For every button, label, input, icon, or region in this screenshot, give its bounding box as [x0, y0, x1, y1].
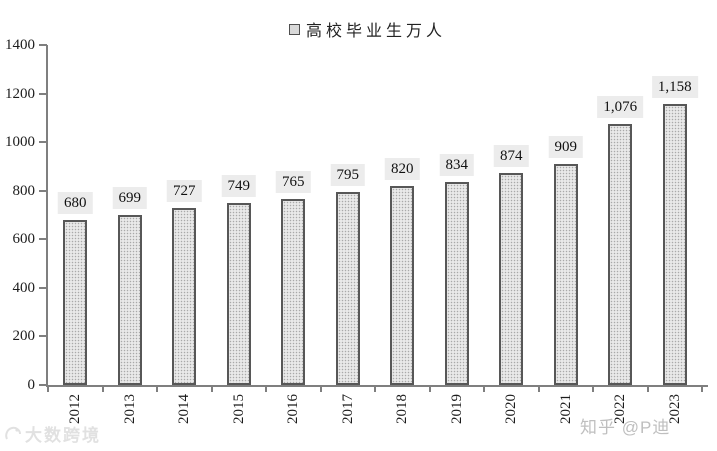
bar-2013 [117, 215, 142, 385]
x-tick [483, 387, 485, 392]
x-axis-label: 2019 [448, 394, 465, 424]
watermark-logo-icon [5, 426, 21, 439]
x-tick [156, 387, 158, 392]
chart-legend: 高校毕业生万人 [289, 17, 446, 41]
bar-value-label: 909 [548, 136, 583, 159]
x-axis-label: 2016 [285, 394, 302, 424]
y-tick [39, 92, 47, 95]
y-axis-label: 1200 [5, 85, 35, 102]
y-axis-line [46, 45, 48, 387]
bar-2015 [226, 203, 251, 385]
bar-value-label: 1,158 [651, 75, 698, 98]
x-tick [374, 387, 376, 392]
x-axis-label: 2015 [230, 394, 247, 424]
bar-2023 [662, 103, 687, 385]
x-tick [265, 387, 267, 392]
y-axis-label: 400 [12, 279, 36, 296]
x-tick [592, 387, 594, 392]
y-axis-label: 200 [12, 328, 36, 345]
x-axis-line [46, 385, 708, 387]
x-axis-label: 2014 [176, 394, 193, 424]
x-tick [319, 387, 322, 392]
bar-2019 [444, 182, 469, 385]
watermark-left-text: 大数跨境 [25, 426, 101, 445]
y-tick [39, 44, 47, 46]
bar-value-label: 699 [112, 187, 147, 210]
bar-value-label: 820 [385, 157, 420, 180]
bar-value-label: 765 [276, 171, 311, 194]
x-axis-label: 2017 [339, 394, 356, 424]
y-axis-label: 800 [12, 182, 36, 199]
bar-value-label: 874 [494, 144, 529, 167]
x-tick [47, 387, 49, 392]
bar-2014 [172, 208, 197, 385]
legend-label: 高校毕业生万人 [306, 23, 447, 40]
y-tick [39, 189, 47, 192]
bar-2012 [63, 219, 88, 385]
watermark-right-text: 知乎 @P迪 [580, 418, 671, 437]
y-tick [39, 384, 47, 386]
y-tick [39, 238, 47, 241]
bar-value-label: 749 [221, 175, 256, 198]
y-tick [39, 335, 47, 338]
x-tick [701, 387, 703, 392]
bar-value-label: 1,076 [597, 95, 644, 118]
x-tick [646, 387, 649, 392]
y-axis-label: 0 [27, 377, 36, 393]
y-axis-label: 1000 [5, 134, 35, 151]
x-tick [101, 387, 104, 392]
y-tick [39, 286, 47, 289]
y-axis-label: 600 [12, 231, 36, 248]
bar-value-label: 834 [439, 154, 474, 177]
watermark-zhihu: 知乎 @P迪 [580, 413, 670, 438]
bar-2022 [608, 123, 633, 385]
bar-2018 [390, 185, 415, 385]
y-tick [39, 141, 47, 144]
bar-value-label: 727 [167, 180, 202, 203]
y-axis-label: 1400 [5, 37, 35, 53]
bar-value-label: 795 [330, 163, 365, 186]
bar-2017 [335, 191, 360, 385]
bar-2020 [499, 172, 524, 385]
x-tick [210, 387, 213, 392]
x-axis-label: 2013 [121, 394, 138, 424]
x-axis-label: 2018 [394, 394, 411, 424]
bar-2016 [281, 199, 306, 385]
watermark-left: 大数跨境 [4, 421, 101, 446]
x-tick [428, 387, 431, 392]
legend-swatch-icon [289, 23, 300, 35]
bar-value-label: 680 [58, 191, 93, 214]
bar-2021 [553, 164, 578, 385]
x-axis-label: 2021 [557, 394, 574, 424]
x-tick [537, 387, 540, 392]
x-axis-label: 2020 [503, 394, 520, 424]
